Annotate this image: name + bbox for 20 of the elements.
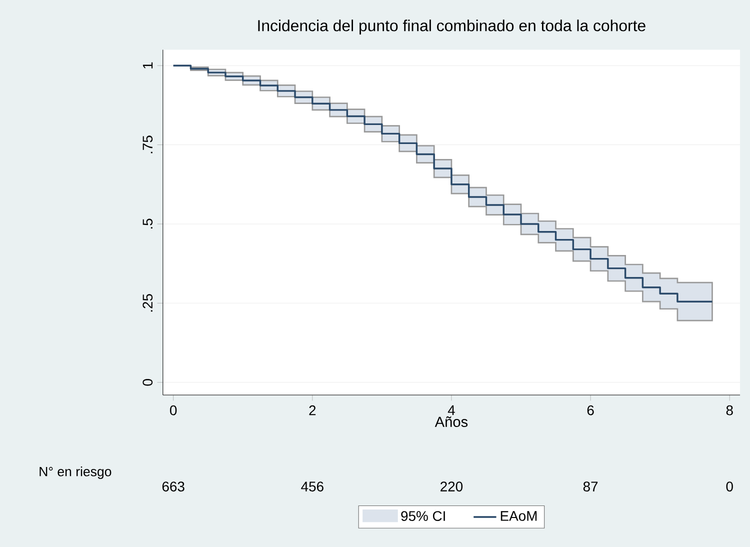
y-tick-label: 1 [142, 62, 153, 68]
x-tick-label: 2 [309, 405, 316, 415]
x-tick-label: 6 [587, 405, 594, 416]
text: N° en riesgo [40, 466, 112, 479]
text: 95% CI [401, 510, 445, 521]
x-axis-title: Años [434, 416, 468, 427]
text: 0 [726, 481, 733, 492]
text: 456 [301, 481, 324, 492]
text: 663 [162, 481, 184, 492]
x-tick-label: 8 [726, 405, 733, 416]
legend-label: EAoM [500, 511, 537, 521]
text: 87 [583, 481, 598, 492]
x-tick-label: 4 [448, 405, 455, 415]
chart-title: Incidencia del punto final combinado en toda la cohorte [258, 19, 646, 34]
text: 220 [440, 481, 463, 492]
y-tick-label: .5 [142, 218, 153, 228]
y-tick-label: 0 [142, 378, 153, 386]
y-tick-label: .75 [142, 136, 153, 154]
y-tick-label: .25 [142, 294, 153, 312]
x-tick-label: 0 [170, 405, 177, 416]
